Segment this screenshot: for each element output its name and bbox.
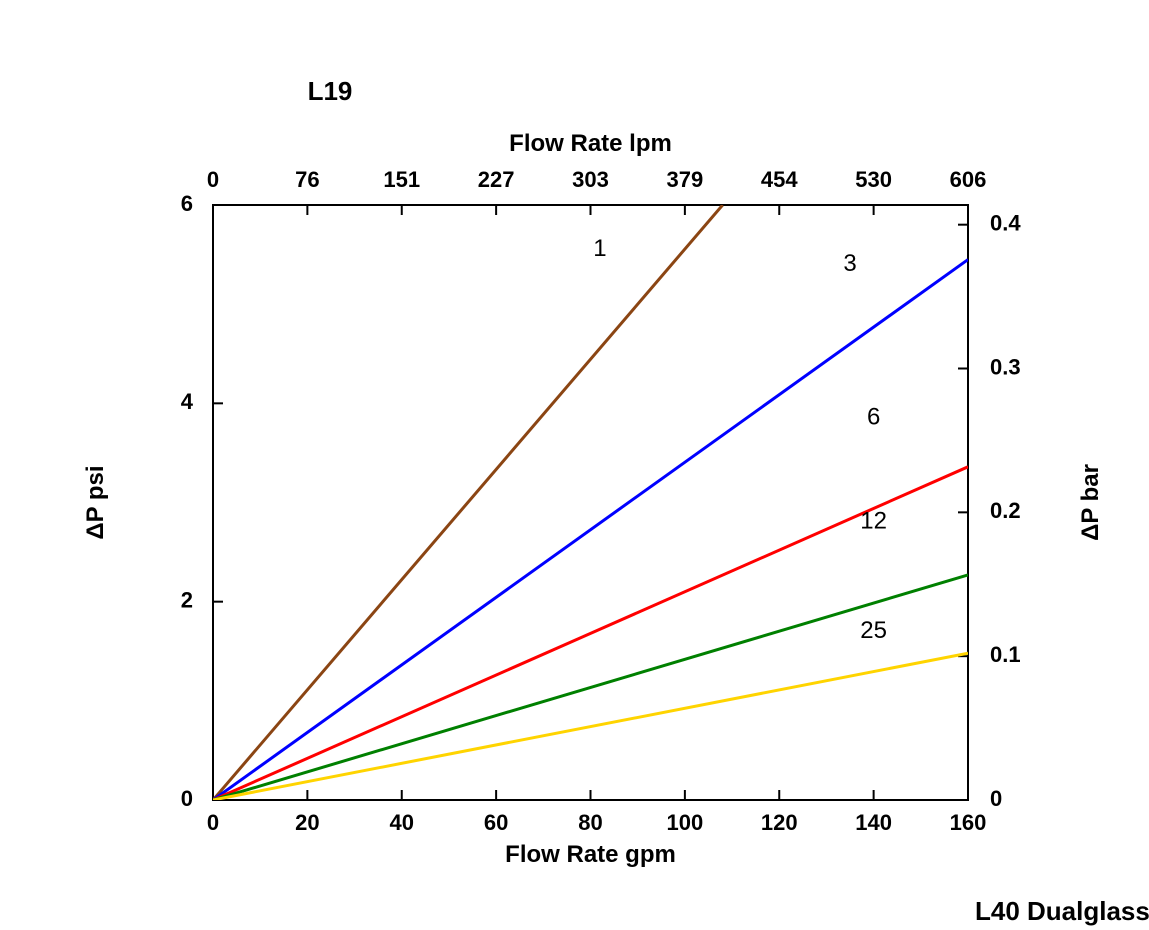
svg-text:0: 0	[181, 786, 193, 811]
svg-text:120: 120	[761, 810, 798, 835]
svg-text:0: 0	[207, 810, 219, 835]
series-label-3: 3	[843, 250, 856, 277]
svg-text:0.3: 0.3	[990, 354, 1021, 379]
svg-text:60: 60	[484, 810, 508, 835]
svg-text:6: 6	[181, 191, 193, 216]
svg-text:0.1: 0.1	[990, 642, 1021, 667]
chart-title: L19	[308, 76, 353, 106]
series-label-6: 6	[867, 404, 880, 431]
svg-text:606: 606	[950, 167, 987, 192]
svg-text:20: 20	[295, 810, 319, 835]
x-axis-bottom-label: Flow Rate gpm	[505, 841, 676, 868]
plot-area	[213, 205, 968, 800]
x-axis-top-label: Flow Rate lpm	[509, 130, 672, 157]
pressure-drop-chart: 0204060801001201401600761512273033794545…	[0, 0, 1149, 930]
svg-text:227: 227	[478, 167, 515, 192]
svg-text:454: 454	[761, 167, 798, 192]
svg-text:151: 151	[383, 167, 420, 192]
series-label-1: 1	[593, 235, 606, 262]
svg-text:80: 80	[578, 810, 602, 835]
svg-text:76: 76	[295, 167, 319, 192]
y-axis-left-label: ΔP psi	[82, 465, 109, 539]
svg-text:0: 0	[990, 786, 1002, 811]
svg-text:4: 4	[181, 389, 194, 414]
svg-text:0.2: 0.2	[990, 498, 1021, 523]
series-label-12: 12	[860, 508, 887, 535]
y-axis-right-label: ΔP bar	[1077, 464, 1104, 541]
svg-text:2: 2	[181, 587, 193, 612]
svg-text:160: 160	[950, 810, 987, 835]
svg-text:303: 303	[572, 167, 609, 192]
svg-text:379: 379	[667, 167, 704, 192]
svg-text:100: 100	[667, 810, 704, 835]
svg-text:140: 140	[855, 810, 892, 835]
svg-text:0: 0	[207, 167, 219, 192]
series-label-25: 25	[860, 617, 887, 644]
svg-text:0.4: 0.4	[990, 210, 1021, 235]
footer-label: L40 Dualglass	[975, 896, 1149, 926]
svg-text:40: 40	[390, 810, 414, 835]
svg-text:530: 530	[855, 167, 892, 192]
